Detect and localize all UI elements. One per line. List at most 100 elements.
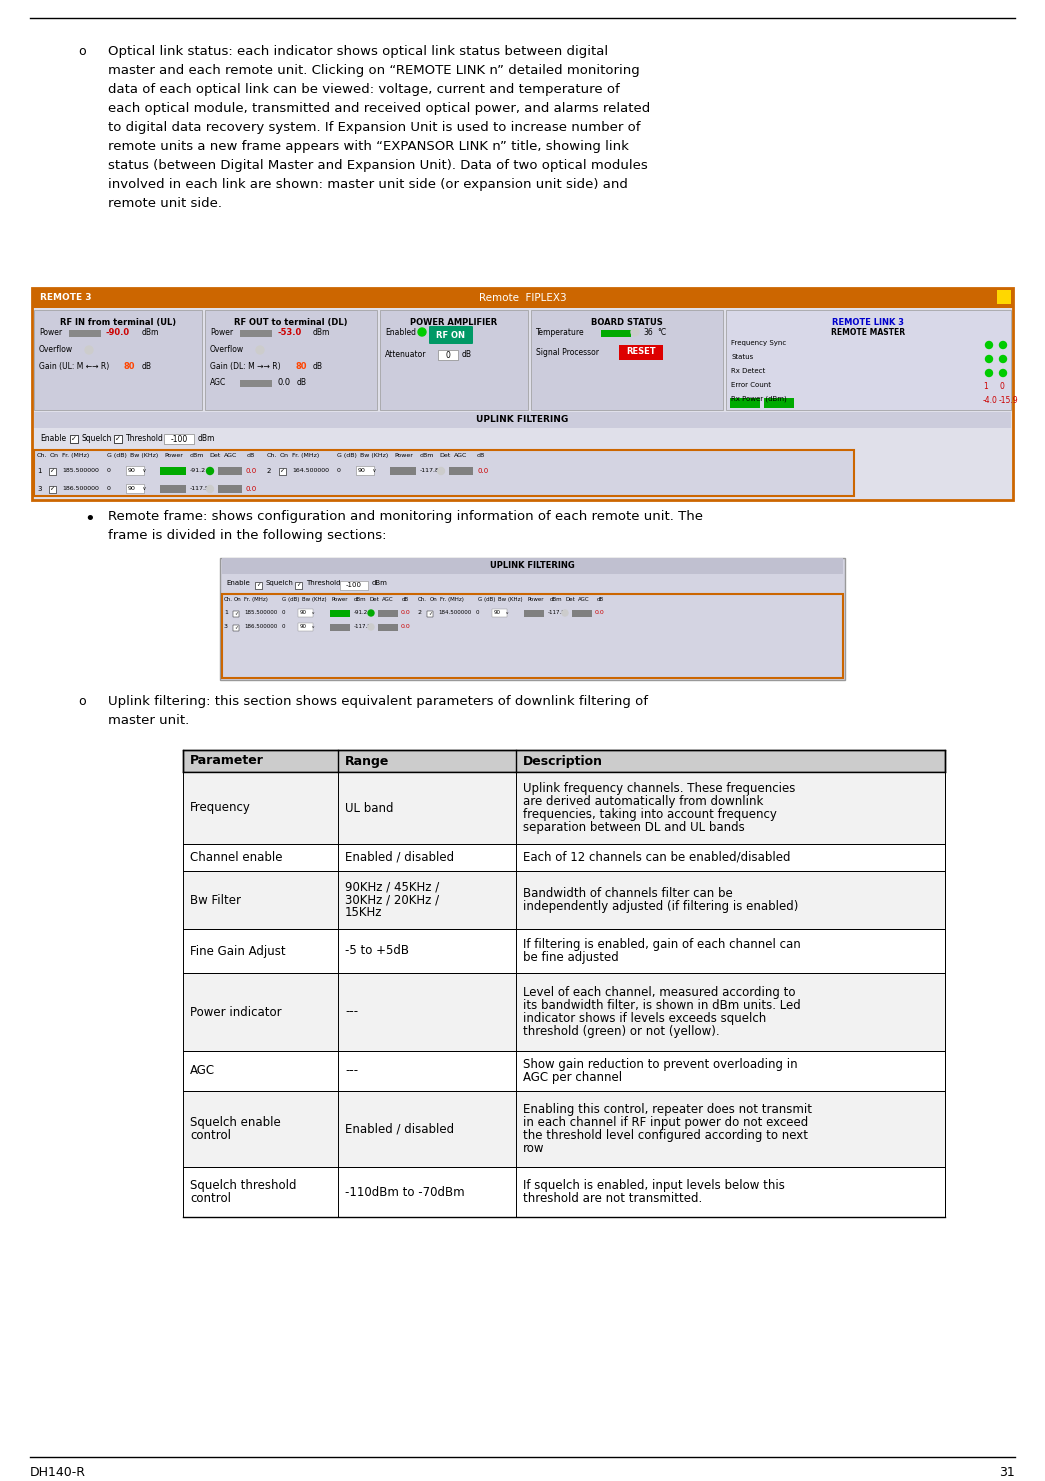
Text: data of each optical link can be viewed: voltage, current and temperature of: data of each optical link can be viewed:… — [108, 83, 620, 96]
Bar — [205, 310, 377, 410]
Bar — [32, 287, 1013, 501]
Circle shape — [985, 355, 993, 363]
Text: UPLINK FILTERING: UPLINK FILTERING — [490, 561, 575, 570]
Text: BOARD STATUS: BOARD STATUS — [591, 318, 663, 327]
Bar — [34, 450, 854, 496]
Bar — [220, 558, 845, 680]
Text: ✓: ✓ — [115, 435, 121, 441]
Text: Overflow: Overflow — [210, 345, 245, 354]
Text: 90: 90 — [129, 486, 136, 492]
Bar — [492, 609, 507, 618]
Text: Enabled / disabled: Enabled / disabled — [345, 1123, 455, 1136]
Text: 0.0: 0.0 — [277, 378, 291, 387]
Bar — [183, 973, 945, 1052]
Text: RF OUT to terminal (DL): RF OUT to terminal (DL) — [234, 318, 348, 327]
Text: If filtering is enabled, gain of each channel can: If filtering is enabled, gain of each ch… — [522, 937, 800, 951]
Text: 90: 90 — [493, 610, 501, 616]
Text: Fr. (MHz): Fr. (MHz) — [440, 597, 464, 601]
Text: 0: 0 — [107, 486, 111, 492]
Text: control: control — [190, 1129, 231, 1142]
Text: Enabled: Enabled — [385, 327, 416, 338]
Text: 184.500000: 184.500000 — [438, 610, 471, 616]
Text: 0.0: 0.0 — [401, 610, 411, 616]
Bar — [726, 310, 1011, 410]
Bar — [619, 345, 663, 360]
Text: v: v — [506, 612, 509, 615]
Text: -117.5: -117.5 — [354, 625, 372, 629]
Bar — [730, 398, 760, 407]
Text: 0: 0 — [445, 351, 450, 360]
Text: Det: Det — [439, 453, 450, 458]
Text: AGC per channel: AGC per channel — [522, 1071, 622, 1084]
Text: 2: 2 — [418, 610, 422, 616]
Text: Threshold: Threshold — [126, 434, 164, 443]
Circle shape — [631, 327, 638, 336]
Circle shape — [985, 342, 993, 348]
Text: ✓: ✓ — [279, 468, 284, 474]
Text: dBm: dBm — [354, 597, 367, 601]
Text: ---: --- — [345, 1065, 358, 1078]
Text: Status: Status — [732, 354, 753, 360]
Bar — [298, 624, 314, 631]
Text: AGC: AGC — [578, 597, 589, 601]
Bar — [49, 468, 56, 475]
Text: RF IN from terminal (UL): RF IN from terminal (UL) — [60, 318, 176, 327]
Text: Show gain reduction to prevent overloading in: Show gain reduction to prevent overloadi… — [522, 1057, 797, 1071]
Bar — [233, 625, 239, 631]
Text: 0.0: 0.0 — [477, 468, 488, 474]
Text: 1: 1 — [983, 382, 988, 391]
Text: ✓: ✓ — [428, 610, 432, 616]
Text: Remote  FIPLEX3: Remote FIPLEX3 — [479, 293, 566, 304]
Text: Ch.: Ch. — [224, 597, 233, 601]
Text: -4.0: -4.0 — [983, 395, 998, 404]
Text: Signal Processor: Signal Processor — [536, 348, 599, 357]
FancyBboxPatch shape — [429, 326, 473, 344]
Bar — [531, 310, 723, 410]
Circle shape — [985, 369, 993, 376]
Text: Squelch: Squelch — [82, 434, 113, 443]
Text: -117.5: -117.5 — [190, 486, 210, 492]
Text: 2: 2 — [268, 468, 272, 474]
Circle shape — [999, 355, 1006, 363]
Circle shape — [562, 610, 568, 616]
Bar — [183, 772, 945, 844]
Bar — [164, 434, 194, 444]
Text: Attenuator: Attenuator — [385, 350, 426, 358]
Text: Squelch enable: Squelch enable — [190, 1117, 281, 1129]
Text: Rx Detect: Rx Detect — [732, 367, 765, 375]
Text: -53.0: -53.0 — [277, 327, 301, 338]
Text: remote units a new frame appears with “EXPANSOR LINK n” title, showing link: remote units a new frame appears with “E… — [108, 141, 629, 153]
Bar — [233, 612, 239, 618]
Text: Bw Filter: Bw Filter — [190, 893, 241, 906]
Text: -100: -100 — [346, 582, 362, 588]
Bar — [218, 484, 242, 493]
Text: Temperature: Temperature — [536, 327, 584, 338]
Text: dB: dB — [477, 453, 485, 458]
Text: the threshold level configured according to next: the threshold level configured according… — [522, 1129, 808, 1142]
Text: 36: 36 — [643, 327, 653, 338]
Text: separation between DL and UL bands: separation between DL and UL bands — [522, 820, 745, 834]
Bar — [255, 582, 262, 589]
Text: Fr. (MHz): Fr. (MHz) — [62, 453, 89, 458]
Text: dBm: dBm — [190, 453, 205, 458]
Text: -110dBm to -70dBm: -110dBm to -70dBm — [345, 1185, 465, 1198]
Bar — [380, 310, 528, 410]
Text: Power indicator: Power indicator — [190, 1006, 281, 1019]
Text: Enabled / disabled: Enabled / disabled — [345, 852, 455, 863]
Bar — [222, 558, 843, 575]
Circle shape — [368, 610, 374, 616]
Text: On: On — [429, 597, 438, 601]
Bar — [126, 484, 144, 493]
Text: REMOTE MASTER: REMOTE MASTER — [832, 327, 906, 338]
Text: 3: 3 — [37, 486, 42, 492]
Text: independently adjusted (if filtering is enabled): independently adjusted (if filtering is … — [522, 900, 798, 912]
Bar — [764, 398, 794, 407]
Text: master and each remote unit. Clicking on “REMOTE LINK n” detailed monitoring: master and each remote unit. Clicking on… — [108, 64, 640, 77]
Text: status (between Digital Master and Expansion Unit). Data of two optical modules: status (between Digital Master and Expan… — [108, 158, 648, 172]
Text: On: On — [234, 597, 241, 601]
Text: 80: 80 — [124, 361, 136, 372]
Text: -5 to +5dB: -5 to +5dB — [345, 945, 409, 958]
Bar — [997, 290, 1011, 304]
Text: Each of 12 channels can be enabled/disabled: Each of 12 channels can be enabled/disab… — [522, 852, 790, 863]
Circle shape — [418, 327, 426, 336]
